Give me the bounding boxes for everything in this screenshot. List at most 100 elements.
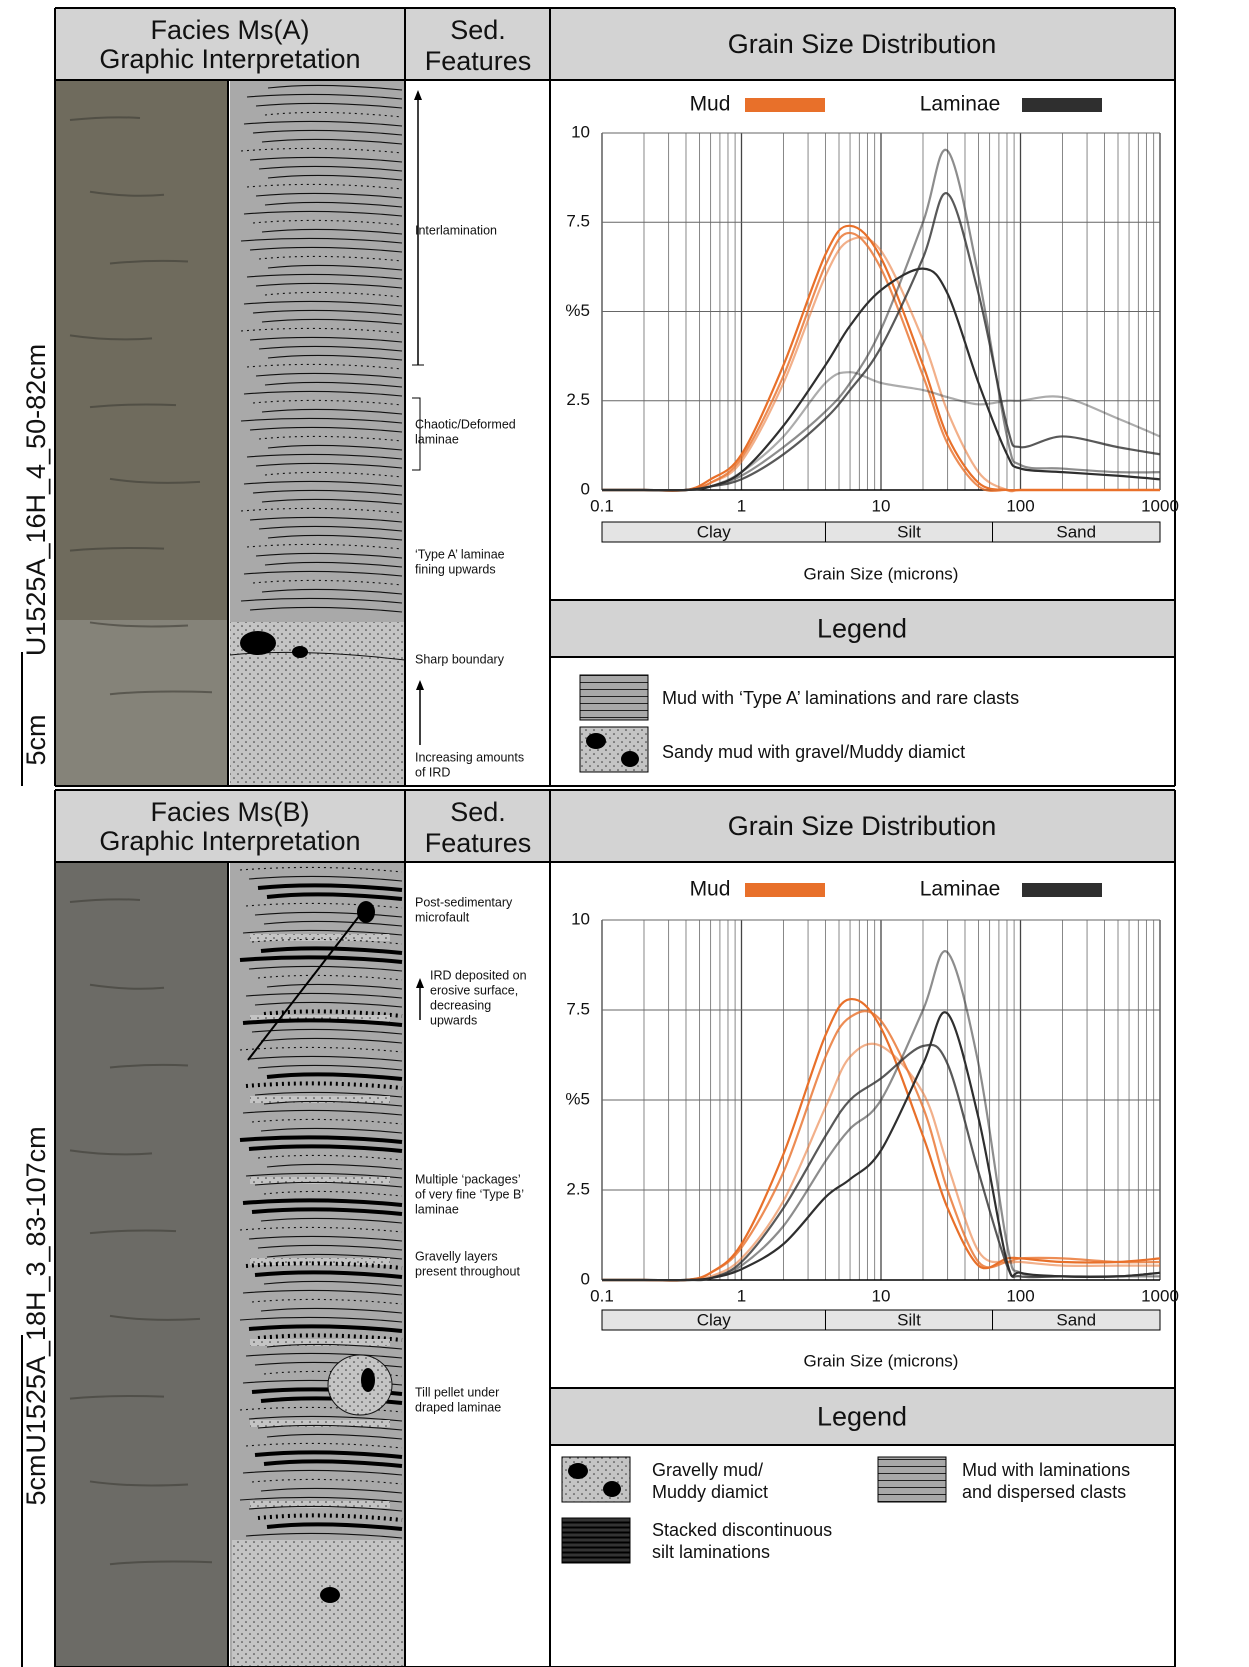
x-tick-label: 0.1 [590, 496, 614, 515]
lamina-line [248, 1505, 403, 1512]
feature-label: Sharp boundary [415, 652, 505, 666]
lamina-line [258, 165, 403, 172]
x-tick-label: 100 [1006, 496, 1034, 515]
legend-label: Mud [690, 93, 731, 116]
lamina-line [258, 345, 403, 352]
lamina-line [239, 866, 403, 873]
gravel-band [250, 1501, 390, 1508]
lamina-line [267, 444, 403, 451]
y-tick-label: 2.5 [566, 390, 590, 409]
lamina-line [240, 237, 403, 244]
gravel-band [250, 1420, 390, 1427]
lamina-line [266, 1343, 403, 1350]
lamina-line [248, 875, 403, 882]
lamina-line [239, 1316, 403, 1323]
lamina-line [267, 174, 403, 181]
legend-item: silt laminations [652, 1542, 770, 1562]
legend-item: Mud with ‘Type A’ laminations and rare c… [662, 688, 1019, 708]
lamina-line [245, 1172, 403, 1179]
grain-header: Grain Size Distribution [728, 29, 997, 59]
header-bg [55, 790, 1175, 862]
size-class [992, 521, 1161, 543]
legend-item: Mud with laminations [962, 1460, 1130, 1480]
clast [320, 1587, 340, 1603]
distribution-curve [601, 1010, 1161, 1282]
lamina-line [248, 1055, 403, 1062]
lamina-line [239, 1406, 403, 1413]
photo-streak [109, 1314, 201, 1321]
feature-label: IRD deposited on [430, 968, 527, 982]
scale-label: 5cm [21, 714, 51, 765]
clast [586, 733, 606, 749]
lamina-line [254, 1270, 403, 1279]
lamina-line [243, 570, 403, 577]
feature-label: microfault [415, 910, 470, 924]
lamina-line [266, 1253, 403, 1260]
lamina-line [249, 516, 403, 523]
size-class-label: Sand [1056, 522, 1096, 541]
x-tick-label: 1 [737, 1286, 746, 1305]
lamina-line [248, 1324, 403, 1333]
y-tick-label: 7.5 [566, 999, 590, 1018]
photo-streak [109, 690, 213, 696]
clast [621, 751, 639, 767]
lamina-line [261, 498, 403, 505]
lamina-line [251, 1207, 403, 1216]
legend-item: Gravelly mud/ [652, 1460, 763, 1480]
sed-header: Features [425, 828, 532, 858]
facies-title: Facies Ms(A) [150, 15, 309, 45]
scale-label: 5cm [21, 1454, 51, 1505]
clast [361, 1368, 375, 1392]
legend-swatch [745, 98, 825, 112]
legend-swatch [745, 883, 825, 897]
x-tick-label: 1 [737, 496, 746, 515]
feature-label: Gravelly layers [415, 1249, 498, 1263]
feature-label: Post-sedimentary [415, 895, 513, 909]
lamina-line [267, 84, 403, 91]
sed-header: Sed. [450, 797, 506, 827]
lamina-line [261, 588, 403, 595]
lamina-line [260, 1217, 403, 1224]
lamina-line [260, 1307, 403, 1314]
lamina-line [245, 992, 403, 999]
photo-streak [109, 477, 201, 484]
lamina-line [249, 336, 403, 343]
lamina-line [240, 327, 403, 334]
x-axis-label: Grain Size (microns) [804, 564, 959, 583]
y-tick-label: 0 [581, 1269, 590, 1288]
feature-label: fining upwards [415, 562, 496, 576]
lamina-line [267, 534, 403, 541]
lamina-line [257, 1154, 403, 1161]
feature-label: present throughout [415, 1264, 520, 1278]
legend-label: Mud [690, 878, 731, 901]
lamina-line [255, 102, 403, 109]
lamina-line [243, 120, 403, 127]
lamina-line [245, 1532, 403, 1539]
lamina-line [264, 291, 403, 298]
core-photo [55, 862, 228, 1667]
legend-item: Muddy diamict [652, 1482, 768, 1502]
lamina-line [263, 1459, 403, 1468]
clast [568, 1463, 588, 1479]
feature-label: erosive surface, [430, 983, 518, 997]
lamina-line [254, 911, 403, 918]
legend-swatch [1022, 883, 1102, 897]
feature-label: decreasing [430, 998, 491, 1012]
sed-features-bg [405, 862, 550, 1667]
lamina-line [246, 273, 403, 280]
lamina-line [242, 1469, 403, 1476]
lamina-line [255, 192, 403, 199]
sed-header: Features [425, 46, 532, 76]
feature-label: Till pellet under [415, 1385, 499, 1399]
lamina-line [263, 1100, 403, 1107]
size-class-label: Clay [697, 1310, 732, 1329]
x-tick-label: 0.1 [590, 1286, 614, 1305]
lamina-line [239, 1046, 403, 1053]
sed-header: Sed. [450, 15, 506, 45]
lamina-line [242, 1289, 403, 1296]
lamina-line [260, 1487, 403, 1494]
lamina-line [257, 1424, 403, 1431]
legend-swatch [561, 1517, 631, 1564]
microfault [247, 914, 361, 1061]
photo-streak [109, 1560, 213, 1566]
